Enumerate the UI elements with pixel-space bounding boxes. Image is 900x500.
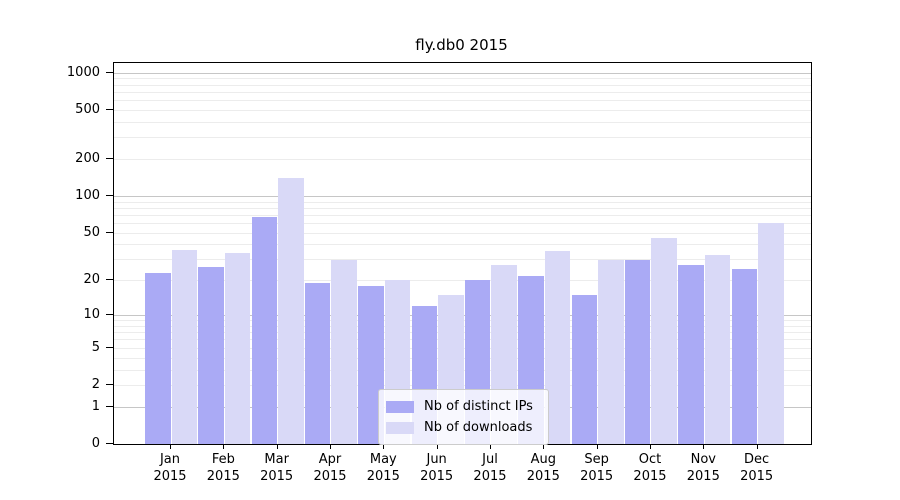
x-tick-label: May 2015 <box>366 452 400 484</box>
bar-downloads-nov <box>704 254 731 444</box>
y-tick-mark <box>106 71 113 73</box>
bar-downloads-apr <box>331 259 357 444</box>
y-tick-label: 1 <box>91 398 100 414</box>
x-tick-mark <box>383 444 385 449</box>
x-tick-mark <box>329 444 331 449</box>
bar-downloads-mar <box>278 178 304 444</box>
x-tick-label: Oct 2015 <box>633 452 667 484</box>
gridline-minor <box>114 109 811 111</box>
y-tick-label: 100 <box>75 188 100 204</box>
bar-ips-jan <box>145 273 171 444</box>
y-tick-label: 50 <box>83 224 100 240</box>
gridline-minor <box>114 137 811 139</box>
x-tick-mark <box>756 444 758 449</box>
x-tick-mark <box>649 444 651 449</box>
chart-title: fly.db0 2015 <box>415 36 508 54</box>
x-tick-mark <box>436 444 438 449</box>
gridline-minor <box>114 159 811 161</box>
bar-ips-oct <box>624 259 651 444</box>
legend-label-distinct-ips: Nb of distinct IPs <box>424 399 533 414</box>
bar-ips-apr <box>304 283 331 444</box>
gridline-minor <box>114 91 811 93</box>
y-tick-mark <box>106 314 113 316</box>
gridline-minor <box>114 78 811 80</box>
x-tick-label: Jan 2015 <box>153 452 187 484</box>
x-tick-label: Jun 2015 <box>420 452 454 484</box>
x-tick-mark <box>596 444 598 449</box>
y-tick-mark <box>106 279 113 281</box>
gridline-minor <box>114 100 811 102</box>
x-tick-mark <box>170 444 171 449</box>
x-tick-label: Sep 2015 <box>580 452 614 484</box>
x-tick-mark <box>489 444 491 449</box>
x-tick-mark <box>703 444 705 449</box>
y-tick-label: 200 <box>75 151 100 167</box>
gridline-minor <box>114 121 811 123</box>
gridline-minor <box>114 207 811 209</box>
x-tick-label: Nov 2015 <box>686 452 720 484</box>
bar-downloads-aug <box>544 251 571 444</box>
bar-ips-mar <box>251 216 278 444</box>
y-tick-label: 20 <box>83 272 100 288</box>
y-tick-mark <box>106 346 113 348</box>
x-tick-label: Dec 2015 <box>740 452 774 484</box>
legend-entry-downloads: Nb of downloads <box>386 417 540 438</box>
x-tick-mark <box>276 444 278 449</box>
bar-downloads-sep <box>598 259 624 444</box>
y-tick-label: 5 <box>91 339 100 355</box>
gridline-minor <box>114 259 811 261</box>
bar-downloads-feb <box>224 252 251 444</box>
legend-swatch-downloads <box>386 421 414 434</box>
x-tick-label: Feb 2015 <box>206 452 240 484</box>
legend: Nb of distinct IPs Nb of downloads <box>378 389 549 445</box>
gridline-minor <box>114 84 811 86</box>
legend-label-downloads: Nb of downloads <box>424 420 533 435</box>
x-tick-label: Aug 2015 <box>526 452 560 484</box>
y-tick-label: 10 <box>83 307 100 323</box>
gridline-minor <box>114 223 811 225</box>
bar-ips-nov <box>678 264 704 444</box>
y-tick-mark <box>106 231 113 233</box>
y-tick-mark <box>106 108 113 110</box>
y-tick-mark <box>106 443 113 444</box>
bar-downloads-dec <box>758 223 784 444</box>
gridline-minor <box>114 232 811 234</box>
y-tick-mark <box>106 158 113 160</box>
bar-ips-sep <box>571 295 598 444</box>
x-tick-mark <box>543 444 545 449</box>
gridline-minor <box>114 214 811 216</box>
bar-ips-dec <box>731 268 758 444</box>
bar-downloads-oct <box>651 238 677 444</box>
gridline-major <box>114 72 811 74</box>
x-tick-label: Jul 2015 <box>473 452 507 484</box>
x-tick-label: Apr 2015 <box>313 452 347 484</box>
y-tick-label: 0 <box>91 436 100 451</box>
bar-downloads-jan <box>171 249 197 444</box>
x-tick-mark <box>223 444 225 449</box>
gridline-major <box>114 196 811 198</box>
bar-ips-feb <box>198 266 224 444</box>
y-tick-label: 500 <box>75 101 100 117</box>
y-tick-mark <box>106 405 113 407</box>
y-tick-label: 1000 <box>66 64 100 80</box>
y-tick-label: 2 <box>91 376 100 392</box>
gridline-minor <box>114 201 811 203</box>
y-tick-mark <box>106 195 113 197</box>
gridline-minor <box>114 280 811 282</box>
plot-area <box>113 62 812 445</box>
legend-swatch-distinct-ips <box>386 400 414 413</box>
gridline-minor <box>114 244 811 246</box>
y-tick-mark <box>106 383 113 385</box>
legend-entry-distinct-ips: Nb of distinct IPs <box>386 396 540 417</box>
x-tick-label: Mar 2015 <box>260 452 294 484</box>
